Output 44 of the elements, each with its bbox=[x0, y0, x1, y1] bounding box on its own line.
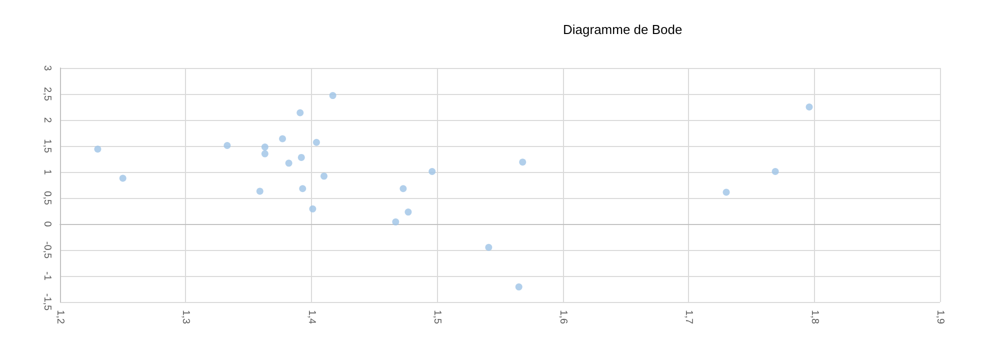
point bbox=[320, 172, 328, 180]
x-tick-label: 1,7 bbox=[683, 310, 694, 324]
y-tick-label: -1,5 bbox=[42, 293, 52, 312]
point bbox=[224, 142, 231, 149]
point bbox=[400, 185, 407, 192]
point bbox=[261, 150, 268, 158]
y-tick-label: 0,5 bbox=[42, 191, 52, 206]
x-tick-label: 1,8 bbox=[808, 310, 820, 324]
point bbox=[279, 135, 286, 142]
y-tick-label: 1,5 bbox=[42, 139, 52, 154]
point bbox=[312, 138, 320, 146]
x-tick-label: 1,4 bbox=[306, 310, 317, 324]
point bbox=[261, 144, 268, 151]
point bbox=[806, 104, 813, 110]
point bbox=[298, 154, 305, 161]
y-tick-label: 2,5 bbox=[42, 87, 52, 102]
y-tick-label: 1 bbox=[42, 169, 52, 176]
point bbox=[296, 109, 304, 116]
point bbox=[392, 218, 400, 226]
point bbox=[119, 174, 126, 182]
point bbox=[329, 92, 336, 100]
y-tick-label: 0 bbox=[42, 221, 52, 228]
point bbox=[772, 168, 779, 175]
point bbox=[515, 283, 522, 290]
point bbox=[722, 188, 730, 196]
point bbox=[94, 146, 102, 153]
point bbox=[404, 208, 412, 216]
y-tick-label: -0,5 bbox=[42, 241, 52, 260]
x-tick-label: 1,2 bbox=[54, 310, 66, 324]
x-tick-label: 1,6 bbox=[557, 310, 568, 324]
y-tick-label: 2 bbox=[42, 117, 52, 124]
point bbox=[299, 185, 306, 192]
point bbox=[428, 168, 436, 175]
y-tick-label: 3 bbox=[42, 65, 52, 72]
chart-title: Diagramme de Bode bbox=[563, 22, 682, 37]
point bbox=[256, 188, 264, 195]
x-tick-label: 1,3 bbox=[180, 310, 192, 324]
x-tick-label: 1,9 bbox=[934, 310, 946, 324]
y-tick-label: -1 bbox=[42, 272, 52, 281]
point bbox=[309, 205, 316, 212]
x-tick-label: 1,5 bbox=[432, 310, 443, 324]
point bbox=[285, 160, 292, 167]
point bbox=[519, 158, 526, 166]
point bbox=[485, 244, 492, 251]
